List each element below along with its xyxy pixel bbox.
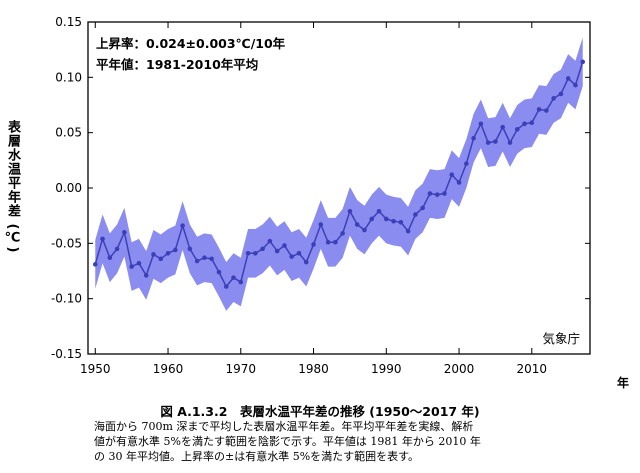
data-point	[136, 260, 142, 266]
data-point	[456, 180, 462, 185]
data-point	[391, 218, 396, 224]
data-point	[405, 228, 411, 234]
data-point	[325, 239, 331, 245]
data-point	[238, 279, 244, 285]
data-point	[253, 250, 258, 256]
series-line	[94, 61, 584, 288]
y-tick-label: 0.00	[55, 181, 82, 195]
data-point	[354, 222, 360, 227]
data-point	[507, 140, 513, 145]
chart: 0.15 0.10 0.05 0.00 -0.05 -0.10 -0.15 1950 1960…	[51, 15, 591, 376]
data-point	[398, 220, 404, 225]
data-point	[340, 231, 345, 236]
data-point	[114, 246, 120, 252]
confidence-band	[95, 37, 583, 311]
trend-annotation: 上昇率：0.024±0.003℃/10年	[96, 36, 286, 51]
data-point	[165, 250, 171, 256]
data-point	[92, 262, 98, 267]
data-point	[529, 120, 535, 126]
x-tick-label: 1970	[226, 362, 257, 376]
data-point	[420, 205, 425, 211]
data-point	[202, 255, 207, 261]
data-point	[427, 191, 433, 196]
caption-line: 値が有意水準 5%を満たす範囲を陰影で示す。平年値は 1981 年から 2010…	[94, 435, 481, 448]
x-tick-label: 1960	[153, 362, 184, 376]
data-points	[92, 59, 586, 289]
y-tick-label: 0.05	[55, 126, 82, 140]
y-tick-label: 0.10	[55, 70, 82, 84]
x-tick-label: 2000	[444, 362, 475, 376]
data-point	[558, 91, 564, 97]
data-point	[173, 247, 178, 253]
data-point	[493, 139, 498, 144]
data-point	[187, 246, 193, 252]
y-tick-label: 0.15	[55, 15, 82, 29]
data-point	[464, 161, 469, 166]
y-tick-labels: 0.15 0.10 0.05 0.00 -0.05 -0.10 -0.15	[51, 15, 82, 361]
data-point	[274, 248, 280, 254]
data-point	[318, 222, 324, 227]
data-point	[333, 239, 338, 245]
data-point	[311, 242, 316, 247]
figure-caption: 海面から 700m 深まで平均した表層水温平年差。年平均平年差を実線、解析 値が…	[94, 419, 606, 464]
data-point	[296, 250, 302, 256]
data-point	[471, 135, 476, 141]
data-point	[245, 250, 251, 256]
y-tick-label: -0.05	[51, 236, 82, 250]
caption-line: 海面から 700m 深まで平均した表層水温平年差。年平均平年差を実線、解析	[94, 420, 474, 433]
source-label: 気象庁	[542, 331, 580, 346]
data-point	[485, 140, 491, 145]
y-tick-label: -0.10	[51, 292, 82, 306]
data-point	[151, 252, 156, 257]
x-tick-labels: 1950 1960 1970 1980 1990 2000 2010	[80, 362, 547, 376]
x-tick-label: 1990	[371, 362, 402, 376]
y-axis-label: 表層水温平年差 (℃)	[5, 120, 20, 254]
data-point	[544, 108, 549, 113]
x-axis-unit: 年	[617, 376, 630, 390]
data-point	[209, 256, 214, 262]
x-tick-label: 1980	[298, 362, 329, 376]
data-point	[500, 124, 505, 130]
data-point	[122, 229, 127, 235]
data-point	[551, 96, 556, 101]
data-point	[158, 256, 164, 262]
data-point	[231, 275, 236, 280]
data-point	[565, 76, 571, 81]
plot-frame	[87, 21, 591, 355]
data-point	[573, 82, 578, 88]
data-point	[376, 208, 382, 214]
data-point	[216, 269, 222, 275]
data-point	[347, 208, 353, 214]
data-point	[100, 236, 105, 242]
data-point	[522, 121, 527, 127]
data-point	[143, 273, 149, 278]
x-tick-label: 2010	[517, 362, 548, 376]
y-tick-label: -0.15	[51, 347, 82, 361]
data-point	[478, 121, 484, 127]
data-point	[536, 107, 542, 112]
data-point	[449, 172, 455, 178]
data-point	[282, 243, 287, 248]
figure-title: 図 A.1.3.2 表層水温平年差の推移 (1950〜2017 年)	[160, 404, 480, 419]
data-point	[362, 227, 367, 233]
data-point	[289, 254, 295, 259]
data-point	[194, 258, 200, 264]
data-point	[580, 59, 586, 65]
data-point	[303, 259, 309, 265]
data-point	[383, 216, 389, 222]
data-point	[107, 255, 113, 261]
data-point	[434, 192, 440, 197]
data-point	[442, 191, 447, 196]
data-point	[260, 246, 265, 252]
data-point	[514, 127, 520, 132]
data-point	[223, 284, 229, 289]
data-point	[129, 264, 134, 269]
data-point	[369, 216, 375, 222]
data-point	[267, 238, 273, 244]
x-tick-label: 1950	[80, 362, 111, 376]
data-point	[413, 212, 418, 217]
normal-annotation: 平年値：1981-2010年平均	[96, 57, 259, 72]
caption-line: の 30 年平均値。上昇率の±は有意水準 5%を満たす範囲を表す。	[94, 450, 420, 463]
data-point	[180, 223, 185, 228]
